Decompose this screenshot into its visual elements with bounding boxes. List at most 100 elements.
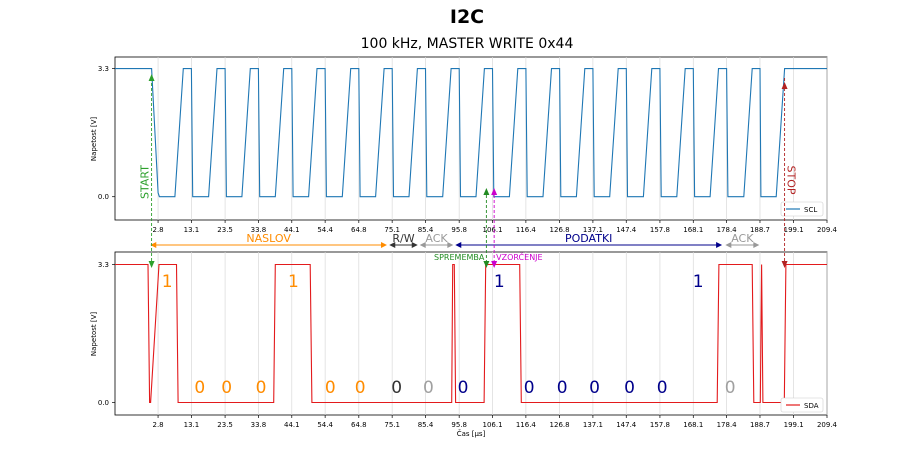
segment-label: ACK [425,232,448,245]
bit-labels: 10 0 010 0 0 0 010 0 0 0 010 [162,272,736,398]
bit-label: 1 [693,272,704,292]
scl-xtick-label: 178.4 [717,226,738,234]
scl-xtick-label: 106.1 [483,226,503,234]
start-arrow-down [148,261,155,268]
bit-label: 0 [557,378,568,398]
segment-label: ACK [731,232,754,245]
bit-label: 0 [458,378,469,398]
scl-xtick-label: 75.1 [384,226,400,234]
segment-label: NASLOV [246,232,291,245]
marker-arrow-up [483,188,490,195]
scl-panel: 2.8 13.1 23.5 33.8 44.1 54.4 64.8 75.1 85.4 95.8 1… [90,56,838,234]
bit-label: 0 [355,378,366,398]
scl-xtick-label: 157.8 [650,226,670,234]
marker-label: VZORČENJE [496,251,542,262]
scl-xtick-label: 13.1 [184,226,200,234]
stop-arrow-down [781,261,788,268]
scl-xtick-label: 54.4 [317,226,333,234]
bit-label: 0 [423,378,434,398]
segment-arrow-right [380,242,387,248]
segment-arrow-left [389,242,396,248]
scl-xtick-label: 209.4 [817,226,838,234]
sda-ylabel: Napetost [V] [90,312,98,356]
scl-ylabel: Napetost [V] [90,117,98,161]
bit-label: 1 [162,272,173,292]
scl-xtick-label: 23.5 [217,226,233,234]
sda-xtick-label: 54.4 [317,421,333,429]
scl-xtick-label: 116.4 [516,226,537,234]
sda-xlabel: Čas [μs] [457,429,486,438]
sda-legend-label: SDA [804,402,819,410]
sda-xtick-label: 2.8 [152,421,163,429]
stop-arrow-up [781,82,788,89]
scl-xtick-label: 137.1 [583,226,603,234]
protocol-segments: NASLOV R/W ACK PODATKI ACK [150,232,760,248]
sda-xtick-label: 13.1 [184,421,200,429]
sda-xtick-label: 116.4 [516,421,537,429]
marker-arrow-up [491,188,498,195]
sda-panel: 2.8 13.1 23.5 33.8 44.1 54.4 64.8 75.1 85.4 95.8 1… [90,251,838,438]
bit-label: 0 [624,378,635,398]
bit-label: 0 [256,378,267,398]
segment-arrow-right [716,242,723,248]
bit-label: 1 [288,272,299,292]
sda-xtick-label: 23.5 [217,421,233,429]
scl-ytick-label: 0.0 [98,193,109,201]
scl-xtick-label: 199.1 [784,226,804,234]
segment-label: PODATKI [565,232,612,245]
scl-plot-frame [114,56,828,221]
bit-label: 0 [194,378,205,398]
bit-label: 0 [391,378,402,398]
sda-xtick-label: 137.1 [583,421,603,429]
sda-xtick-label: 157.8 [650,421,670,429]
bit-label: 0 [325,378,336,398]
scl-xtick-label: 2.8 [152,226,163,234]
segment-arrow-left [150,242,157,248]
scl-xtick-label: 147.4 [616,226,637,234]
marker-arrow-down [483,261,490,268]
scl-legend: SCL [780,201,824,217]
sda-legend-box [780,397,824,413]
sda-xtick-label: 188.7 [750,421,770,429]
scl-xtick-label: 95.8 [451,226,467,234]
segment-arrow-left [725,242,732,248]
scl-series-line [115,68,827,198]
segment-arrow-left [419,242,426,248]
scl-xtick-label: 33.8 [251,226,267,234]
segment-arrow-right [753,242,760,248]
sample-markers: SPREMEMBA VZORČENJE [434,188,543,268]
start-arrow-up [148,74,155,81]
marker-label: SPREMEMBA [434,253,485,262]
scl-xtick-label: 126.8 [550,226,570,234]
scl-xtick-label: 168.1 [683,226,703,234]
bit-label: 0 [221,378,232,398]
segment-label: R/W [392,232,414,245]
scl-xtick-label: 44.1 [284,226,300,234]
scl-ticks: 2.8 13.1 23.5 33.8 44.1 54.4 64.8 75.1 85.4 95.8 1… [98,65,838,234]
sda-xtick-label: 199.1 [784,421,804,429]
sda-xtick-label: 209.4 [817,421,838,429]
sda-legend: SDA [780,397,824,413]
segment-arrow-left [455,242,462,248]
scl-legend-box [780,201,824,217]
start-stop-markers: START STOP [139,74,798,268]
sda-xtick-label: 106.1 [483,421,503,429]
segment-arrow-right [447,242,454,248]
sda-ytick-label: 0.0 [98,399,109,407]
sda-xtick-label: 75.1 [384,421,400,429]
sda-ytick-label: 3.3 [98,261,109,269]
segment-arrow-right [411,242,418,248]
bit-label: 0 [589,378,600,398]
sda-xtick-label: 178.4 [717,421,738,429]
bit-label: 1 [494,272,505,292]
bit-label: 0 [524,378,535,398]
bit-label: 0 [725,378,736,398]
scl-legend-label: SCL [804,206,817,214]
sda-xtick-label: 33.8 [251,421,267,429]
sda-xtick-label: 44.1 [284,421,300,429]
sda-xtick-label: 64.8 [351,421,367,429]
scl-ytick-label: 3.3 [98,65,109,73]
scl-xtick-label: 64.8 [351,226,367,234]
sda-xtick-label: 147.4 [616,421,637,429]
